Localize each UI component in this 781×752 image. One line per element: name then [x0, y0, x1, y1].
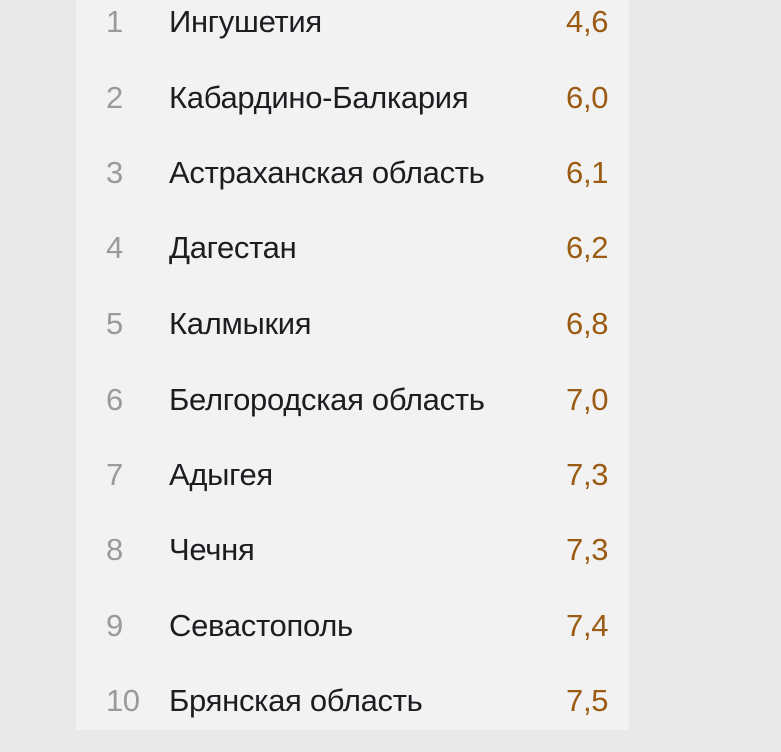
- ranking-row: 9 Севастополь 7,4: [76, 602, 629, 677]
- region-name: Адыгея: [169, 457, 273, 492]
- region-name: Брянская область: [169, 683, 423, 718]
- region-value: 4,6: [566, 4, 609, 39]
- rank-number: 4: [106, 230, 123, 265]
- rank-number: 6: [106, 382, 123, 417]
- rank-number: 8: [106, 532, 123, 567]
- ranking-row: 4 Дагестан 6,2: [76, 224, 629, 299]
- region-name: Севастополь: [169, 608, 353, 643]
- region-value: 7,4: [566, 608, 609, 643]
- region-name: Чечня: [169, 532, 255, 567]
- region-name: Астраханская область: [169, 155, 485, 190]
- rank-number: 9: [106, 608, 123, 643]
- ranking-row: 8 Чечня 7,3: [76, 526, 629, 601]
- ranking-row: 2 Кабардино-Балкария 6,0: [76, 74, 629, 149]
- region-value: 6,8: [566, 306, 609, 341]
- region-value: 6,1: [566, 155, 609, 190]
- ranking-row: 7 Адыгея 7,3: [76, 451, 629, 526]
- region-name: Кабардино-Балкария: [169, 80, 469, 115]
- ranking-row: 1 Ингушетия 4,6: [76, 0, 629, 73]
- region-name: Белгородская область: [169, 382, 485, 417]
- region-name: Дагестан: [169, 230, 297, 265]
- region-value: 7,5: [566, 683, 609, 718]
- region-value: 6,2: [566, 230, 609, 265]
- ranking-row: 3 Астраханская область 6,1: [76, 149, 629, 224]
- region-value: 7,0: [566, 382, 609, 417]
- region-name: Ингушетия: [169, 4, 322, 39]
- ranking-row: 10 Брянская область 7,5: [76, 677, 629, 752]
- rank-number: 2: [106, 80, 123, 115]
- rank-number: 7: [106, 457, 123, 492]
- region-name: Калмыкия: [169, 306, 312, 341]
- rank-number: 1: [106, 4, 123, 39]
- region-value: 7,3: [566, 457, 609, 492]
- ranking-row: 5 Калмыкия 6,8: [76, 300, 629, 375]
- region-value: 6,0: [566, 80, 609, 115]
- rank-number: 5: [106, 306, 123, 341]
- ranking-row: 6 Белгородская область 7,0: [76, 376, 629, 451]
- rank-number: 3: [106, 155, 123, 190]
- ranking-list: 1 Ингушетия 4,6 2 Кабардино-Балкария 6,0…: [76, 0, 629, 730]
- rank-number: 10: [106, 683, 140, 718]
- region-value: 7,3: [566, 532, 609, 567]
